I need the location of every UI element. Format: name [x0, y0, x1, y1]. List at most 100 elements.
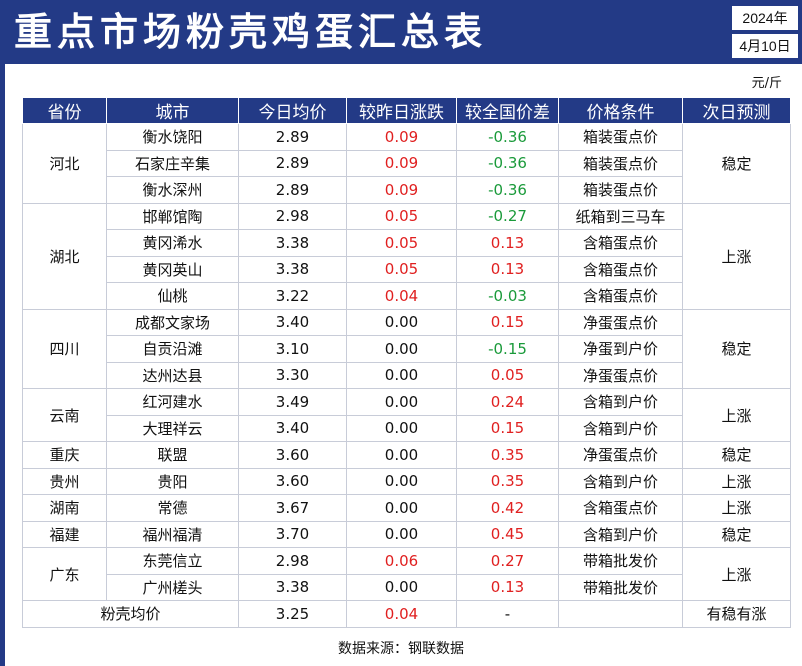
province-cell: 贵州 [22, 467, 107, 495]
city-cell: 贵阳 [106, 467, 239, 495]
price-cell: 3.40 [238, 308, 347, 336]
column-header: 次日预测 [682, 97, 791, 124]
diff-cell: 0.24 [456, 388, 559, 416]
summary-change: 0.04 [346, 600, 457, 628]
table-row: 自贡沿滩 3.10 0.00 -0.15 净蛋到户价 [23, 335, 791, 363]
price-cell: 3.70 [238, 520, 347, 548]
table-row: 仙桃 3.22 0.04 -0.03 含箱蛋点价 [23, 282, 791, 310]
table-header-row: 省份 城市 今日均价 较昨日涨跌 较全国价差 价格条件 次日预测 [22, 97, 791, 124]
forecast-cell: 稳定 [682, 123, 791, 204]
summary-price: 3.25 [238, 600, 347, 628]
change-cell: 0.00 [346, 441, 457, 469]
city-cell: 达州达县 [106, 361, 239, 389]
summary-label: 粉壳均价 [22, 600, 239, 628]
city-cell: 石家庄辛集 [106, 149, 239, 177]
diff-cell: 0.42 [456, 494, 559, 522]
condition-cell: 净蛋蛋点价 [558, 308, 683, 336]
table-row: 福建 福州福清 3.70 0.00 0.45 含箱到户价 稳定 [22, 520, 791, 548]
diff-cell: -0.03 [456, 282, 559, 310]
forecast-cell: 稳定 [682, 520, 791, 548]
table-row: 达州达县 3.30 0.00 0.05 净蛋蛋点价 [23, 361, 791, 389]
date-day-badge: 4月10日 [732, 34, 798, 58]
summary-row: 粉壳均价 3.25 0.04 - 有稳有涨 [22, 600, 791, 628]
diff-cell: 0.05 [456, 361, 559, 389]
price-cell: 3.60 [238, 467, 347, 495]
left-accent-bar [0, 64, 5, 666]
forecast-cell: 稳定 [682, 308, 791, 389]
condition-cell: 纸箱到三马车 [558, 202, 683, 230]
city-cell: 仙桃 [106, 282, 239, 310]
price-cell: 3.22 [238, 282, 347, 310]
province-cell: 四川 [22, 308, 107, 389]
condition-cell: 箱装蛋点价 [558, 123, 683, 151]
forecast-cell: 上涨 [682, 494, 791, 522]
condition-cell: 含箱到户价 [558, 388, 683, 416]
change-cell: 0.00 [346, 388, 457, 416]
province-cell: 河北 [22, 123, 107, 204]
diff-cell: 0.45 [456, 520, 559, 548]
province-cell: 重庆 [22, 441, 107, 469]
change-cell: 0.09 [346, 149, 457, 177]
city-cell: 邯郸馆陶 [106, 202, 239, 230]
table-row: 云南 红河建水 3.49 0.00 0.24 含箱到户价 上涨 [22, 388, 791, 442]
change-cell: 0.00 [346, 494, 457, 522]
page-title: 重点市场粉壳鸡蛋汇总表 [14, 10, 488, 54]
change-cell: 0.09 [346, 123, 457, 151]
price-cell: 3.38 [238, 573, 347, 601]
price-cell: 3.30 [238, 361, 347, 389]
column-header: 价格条件 [558, 97, 683, 124]
condition-cell: 含箱到户价 [558, 467, 683, 495]
change-cell: 0.00 [346, 414, 457, 442]
province-cell: 广东 [22, 547, 107, 601]
table-row: 大理祥云 3.40 0.00 0.15 含箱到户价 [23, 414, 791, 442]
table-row: 石家庄辛集 2.89 0.09 -0.36 箱装蛋点价 [23, 149, 791, 177]
change-cell: 0.00 [346, 361, 457, 389]
column-header: 今日均价 [238, 97, 347, 124]
change-cell: 0.00 [346, 467, 457, 495]
city-cell: 东莞信立 [106, 547, 239, 575]
price-cell: 3.10 [238, 335, 347, 363]
city-cell: 常德 [106, 494, 239, 522]
forecast-cell: 稳定 [682, 441, 791, 469]
condition-cell: 含箱蛋点价 [558, 255, 683, 283]
table-body: 河北 衡水饶阳 2.89 0.09 -0.36 箱装蛋点价 稳定 石家庄辛集 2.89 0.09-… [22, 123, 791, 601]
price-cell: 2.89 [238, 123, 347, 151]
city-cell: 大理祥云 [106, 414, 239, 442]
price-cell: 3.38 [238, 255, 347, 283]
price-cell: 3.49 [238, 388, 347, 416]
column-header: 城市 [106, 97, 239, 124]
price-cell: 3.67 [238, 494, 347, 522]
table-row: 湖北 邯郸馆陶 2.98 0.05 -0.27 纸箱到三马车 上涨 [22, 202, 791, 310]
diff-cell: 0.35 [456, 467, 559, 495]
city-cell: 黄冈浠水 [106, 229, 239, 257]
egg-price-table: 省份 城市 今日均价 较昨日涨跌 较全国价差 价格条件 次日预测 河北 衡水饶阳 2… [22, 97, 791, 628]
province-cell: 湖北 [22, 202, 107, 310]
condition-cell: 箱装蛋点价 [558, 176, 683, 204]
condition-cell: 箱装蛋点价 [558, 149, 683, 177]
condition-cell: 带箱批发价 [558, 573, 683, 601]
diff-cell: -0.36 [456, 123, 559, 151]
table-row: 黄冈英山 3.38 0.05 0.13 含箱蛋点价 [23, 255, 791, 283]
province-cell: 湖南 [22, 494, 107, 522]
change-cell: 0.00 [346, 335, 457, 363]
table-row: 广州槎头 3.38 0.00 0.13 带箱批发价 [23, 573, 791, 601]
price-cell: 2.89 [238, 149, 347, 177]
summary-condition [558, 600, 683, 628]
condition-cell: 带箱批发价 [558, 547, 683, 575]
province-cell: 云南 [22, 388, 107, 442]
unit-label: 元/斤 [751, 76, 782, 91]
change-cell: 0.05 [346, 202, 457, 230]
city-cell: 自贡沿滩 [106, 335, 239, 363]
diff-cell: 0.27 [456, 547, 559, 575]
table-row: 四川 成都文家场 3.40 0.00 0.15 净蛋蛋点价 稳定 [22, 308, 791, 389]
table-row: 黄冈浠水 3.38 0.05 0.13 含箱蛋点价 [23, 229, 791, 257]
change-cell: 0.06 [346, 547, 457, 575]
change-cell: 0.04 [346, 282, 457, 310]
price-cell: 3.60 [238, 441, 347, 469]
city-cell: 福州福清 [106, 520, 239, 548]
forecast-cell: 上涨 [682, 202, 791, 310]
column-header: 较全国价差 [456, 97, 559, 124]
change-cell: 0.09 [346, 176, 457, 204]
condition-cell: 净蛋蛋点价 [558, 361, 683, 389]
table-row: 广东 东莞信立 2.98 0.06 0.27 带箱批发价 上涨 [22, 547, 791, 601]
